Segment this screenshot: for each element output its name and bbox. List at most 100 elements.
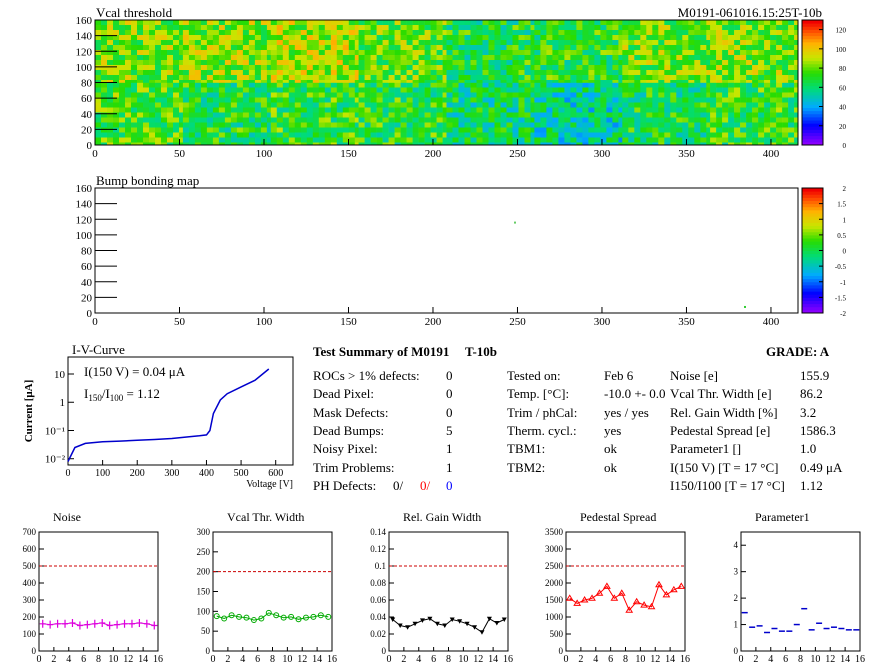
heatmap-cell [242, 82, 250, 88]
heatmap-cell [155, 102, 162, 108]
heatmap-cell [540, 55, 547, 61]
heatmap-cell [782, 50, 789, 56]
heatmap-cell [388, 132, 395, 138]
heatmap-cell [364, 137, 371, 143]
heatmap-cell [570, 102, 577, 108]
heatmap-cell [348, 122, 356, 128]
data-point [302, 614, 309, 621]
heatmap-cell [722, 35, 729, 41]
heatmap-cell [125, 70, 132, 76]
heatmap-cell [137, 137, 144, 143]
heatmap-cell [436, 132, 443, 138]
heatmap-cell [764, 45, 771, 51]
heatmap-cell [336, 45, 344, 51]
iv-x-tick-label: 100 [95, 468, 110, 479]
heatmap-cell [710, 50, 717, 56]
heatmap-cell [376, 50, 383, 56]
small-y-tick-label: 200 [23, 612, 37, 622]
small-y-tick-label: 1 [734, 620, 739, 630]
heatmap-cell [236, 30, 244, 36]
heatmap-cell [582, 80, 589, 83]
heatmap-cell [576, 127, 583, 133]
heatmap-cell [564, 127, 571, 133]
summary-label: TBM1: [507, 441, 546, 457]
heatmap-cell [125, 50, 132, 56]
heatmap-cell [376, 20, 383, 26]
heatmap-cell [564, 40, 571, 46]
heatmap-cell [101, 65, 108, 71]
heatmap-cell [688, 137, 695, 143]
heatmap-cell [482, 65, 489, 71]
heatmap-cell [312, 107, 320, 113]
palette-bin [802, 101, 823, 105]
y-tick-label: 60 [81, 261, 93, 273]
heatmap-cell [424, 20, 431, 26]
heatmap-cell [364, 87, 371, 93]
heatmap-cell [518, 40, 525, 46]
heatmap-cell [179, 25, 184, 31]
heatmap-cell [452, 80, 459, 83]
heatmap-cell [482, 50, 489, 56]
heatmap-cell [564, 107, 571, 113]
heatmap-cell [710, 122, 717, 128]
heatmap-cell [734, 137, 741, 143]
small-x-tick-label: 14 [840, 654, 850, 665]
heatmap-cell [506, 137, 513, 143]
heatmap-cell [230, 65, 238, 71]
heatmap-cell [336, 107, 344, 113]
heatmap-cell [382, 97, 389, 103]
heatmap-cell [119, 87, 126, 93]
heatmap-cell [582, 30, 589, 36]
heatmap-cell [628, 97, 635, 103]
heatmap-cell [688, 50, 695, 56]
heatmap-cell [312, 50, 320, 56]
heatmap-cell [446, 45, 453, 51]
data-point [501, 617, 507, 623]
heatmap-cell [200, 112, 208, 118]
heatmap-cell [682, 132, 689, 138]
heatmap-cell [167, 30, 174, 36]
heatmap-cell [710, 102, 717, 108]
heatmap-cell [276, 127, 284, 133]
heatmap-cell [782, 20, 789, 26]
heatmap-cell [179, 20, 184, 26]
heatmap-cell [236, 102, 244, 108]
heatmap-cell [452, 20, 459, 26]
heatmap-cell [706, 65, 711, 71]
heatmap-cell [634, 80, 641, 83]
heatmap-cell [358, 142, 365, 146]
heatmap-cell [476, 132, 483, 138]
heatmap-cell [294, 30, 302, 36]
heatmap-cell [230, 127, 238, 133]
heatmap-cell [482, 35, 489, 41]
heatmap-cell [125, 137, 132, 143]
heatmap-cell [694, 97, 701, 103]
heatmap-cell [324, 75, 332, 81]
heatmap-cell [482, 112, 489, 118]
heatmap-cell [546, 87, 553, 93]
heatmap-cell [618, 127, 623, 133]
heatmap-cell [594, 60, 601, 66]
heatmap-cell [101, 97, 108, 103]
heatmap-cell [412, 55, 419, 61]
heatmap-cell [464, 142, 471, 146]
heatmap-cell [388, 30, 395, 36]
heatmap-cell [758, 127, 765, 133]
heatmap-cell [606, 87, 613, 93]
heatmap-cell [137, 25, 144, 31]
heatmap-cell [294, 142, 302, 146]
heatmap-cell [628, 70, 635, 76]
heatmap-cell [770, 82, 777, 88]
heatmap-cell [300, 92, 308, 98]
heatmap-cell [294, 80, 302, 83]
heatmap-cell [236, 82, 244, 88]
heatmap-cell [173, 75, 180, 81]
heatmap-cell [358, 132, 365, 138]
heatmap-cell [722, 102, 729, 108]
iv-y-tick-label: 10⁻¹ [45, 425, 65, 437]
heatmap-cell [658, 122, 665, 128]
heatmap-cell [776, 80, 783, 83]
heatmap-cell [658, 97, 665, 103]
heatmap-cell [254, 107, 262, 113]
heatmap-cell [418, 87, 425, 93]
